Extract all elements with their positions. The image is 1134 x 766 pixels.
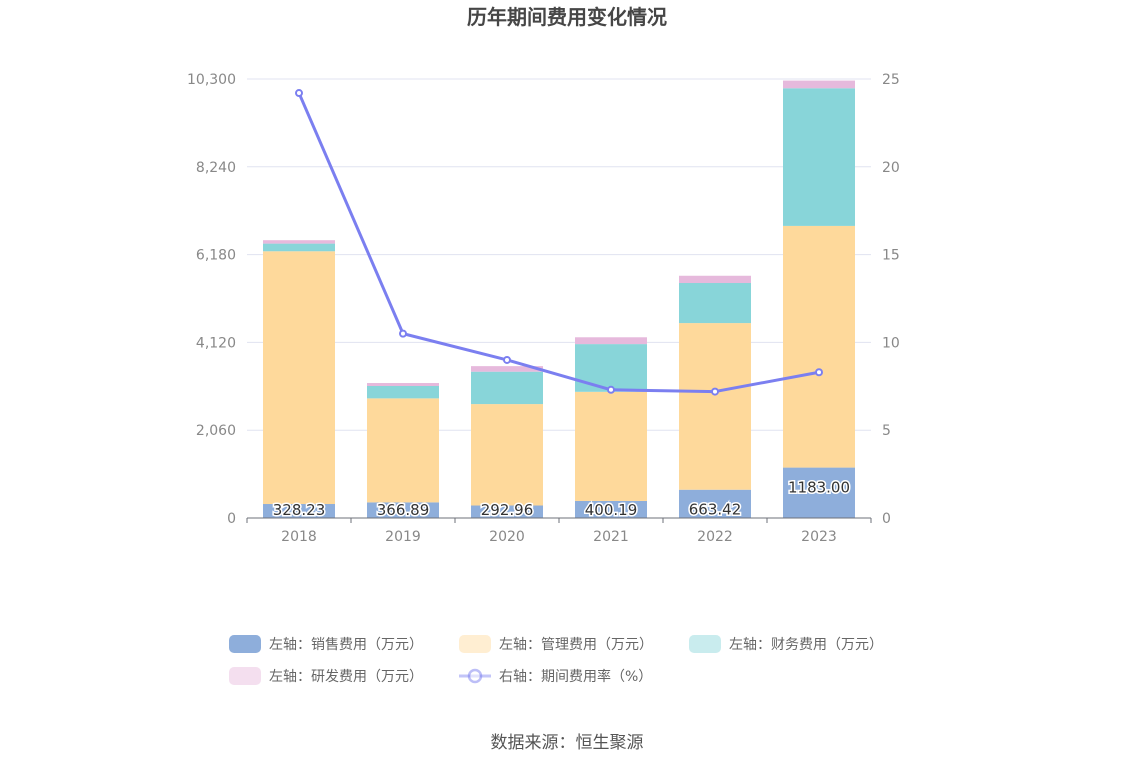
right-tick-label: 5 xyxy=(882,423,891,439)
bar-segment-series3 xyxy=(783,80,855,89)
right-tick-label: 10 xyxy=(882,335,900,351)
bar-segment-series2 xyxy=(263,243,335,252)
chart-title: 历年期间费用变化情况 xyxy=(467,5,667,29)
left-axis: 0 2,060 4,120 6,180 8,240 10,300 xyxy=(187,72,236,527)
legend-swatch xyxy=(229,667,261,685)
legend-label: 左轴：财务费用（万元） xyxy=(729,637,883,653)
bar-segment-series0 xyxy=(263,504,335,518)
right-tick-label: 15 xyxy=(882,248,900,264)
rate-line-point xyxy=(815,368,823,377)
bar-data-label: 366.89 xyxy=(377,501,430,519)
bar-segment-series2 xyxy=(679,283,751,324)
legend-item[interactable]: 左轴：研发费用（万元） xyxy=(229,667,423,685)
bar-segment-series2 xyxy=(575,344,647,392)
x-tick-label: 2020 xyxy=(489,529,525,545)
bar-segment-series2 xyxy=(783,88,855,226)
rate-line-path xyxy=(297,92,820,394)
bar-segment-series0 xyxy=(367,502,439,518)
bar-segment-series0 xyxy=(679,489,751,518)
data-labels: 328.23 366.89 292.96 400.19 663.42 1183.00 xyxy=(271,477,851,520)
bar-segment-series0 xyxy=(783,467,855,518)
x-tick-label: 2022 xyxy=(697,529,733,545)
legend-label: 右轴：期间费用率（%） xyxy=(499,668,652,685)
legend-label: 左轴：管理费用（万元） xyxy=(499,637,653,653)
bar-segment-series1 xyxy=(367,398,439,503)
x-tick-label: 2018 xyxy=(281,529,317,545)
bar-segment-series1 xyxy=(783,225,855,468)
left-tick-label: 6,180 xyxy=(196,248,236,264)
bar-segment-series0 xyxy=(575,500,647,518)
bar-segment-series1 xyxy=(575,391,647,501)
right-tick-label: 25 xyxy=(882,72,900,88)
legend-item[interactable]: 左轴：销售费用（万元） xyxy=(229,635,423,653)
legend-swatch xyxy=(689,635,721,653)
left-tick-label: 2,060 xyxy=(196,423,236,439)
legend-label: 左轴：研发费用（万元） xyxy=(269,669,423,685)
legend-swatch xyxy=(229,635,261,653)
bar-segment-series3 xyxy=(263,240,335,244)
bar-segment-series1 xyxy=(471,404,543,506)
rate-line xyxy=(295,89,823,396)
rate-line-point xyxy=(607,385,615,394)
bar-data-label: 400.19 xyxy=(585,501,638,519)
bar-data-label: 328.23 xyxy=(273,501,326,519)
legend-label: 左轴：销售费用（万元） xyxy=(269,637,423,653)
bar-segment-series3 xyxy=(471,366,543,372)
bar-data-label: 663.42 xyxy=(689,501,742,519)
right-axis: 0 5 10 15 20 25 xyxy=(882,72,900,527)
left-tick-label: 4,120 xyxy=(196,335,236,351)
x-tick-label: 2019 xyxy=(385,529,421,545)
rate-line-point xyxy=(711,387,719,396)
x-tick-label: 2021 xyxy=(593,529,629,545)
bar-segment-series1 xyxy=(679,323,751,490)
bar-data-label: 1183.00 xyxy=(788,479,850,497)
bar-data-label: 292.96 xyxy=(481,501,534,519)
bar-segment-series0 xyxy=(471,505,543,518)
legend-swatch xyxy=(459,635,491,653)
left-tick-label: 10,300 xyxy=(187,72,236,88)
bar-segment-series2 xyxy=(367,386,439,399)
right-tick-label: 20 xyxy=(882,160,900,176)
x-axis: 2018 2019 2020 2021 2022 2023 xyxy=(246,517,872,545)
bar-segment-series3 xyxy=(367,383,439,387)
rate-line-point xyxy=(399,329,407,338)
bar-segment-series3 xyxy=(679,275,751,284)
source-note: 数据来源：恒生聚源 xyxy=(491,733,644,753)
legend[interactable]: 左轴：销售费用（万元） 左轴：管理费用（万元） 左轴：财务费用（万元） 左轴：研发费用… xyxy=(229,635,883,685)
left-tick-label: 8,240 xyxy=(196,160,236,176)
legend-item[interactable]: 左轴：财务费用（万元） xyxy=(689,635,883,653)
bar-segment-series2 xyxy=(471,371,543,405)
rate-line-point xyxy=(295,89,303,98)
rate-line-point xyxy=(503,355,511,364)
legend-point-swatch xyxy=(467,668,483,684)
bar-segment-series1 xyxy=(263,251,335,505)
left-tick-label: 0 xyxy=(227,511,236,527)
legend-item[interactable]: 左轴：管理费用（万元） xyxy=(459,635,653,653)
right-tick-label: 0 xyxy=(882,511,891,527)
grid-lines xyxy=(247,78,871,431)
x-tick-label: 2023 xyxy=(801,529,837,545)
legend-item[interactable]: 右轴：期间费用率（%） xyxy=(459,668,652,685)
bar-segment-series3 xyxy=(575,337,647,345)
bars xyxy=(263,80,855,518)
